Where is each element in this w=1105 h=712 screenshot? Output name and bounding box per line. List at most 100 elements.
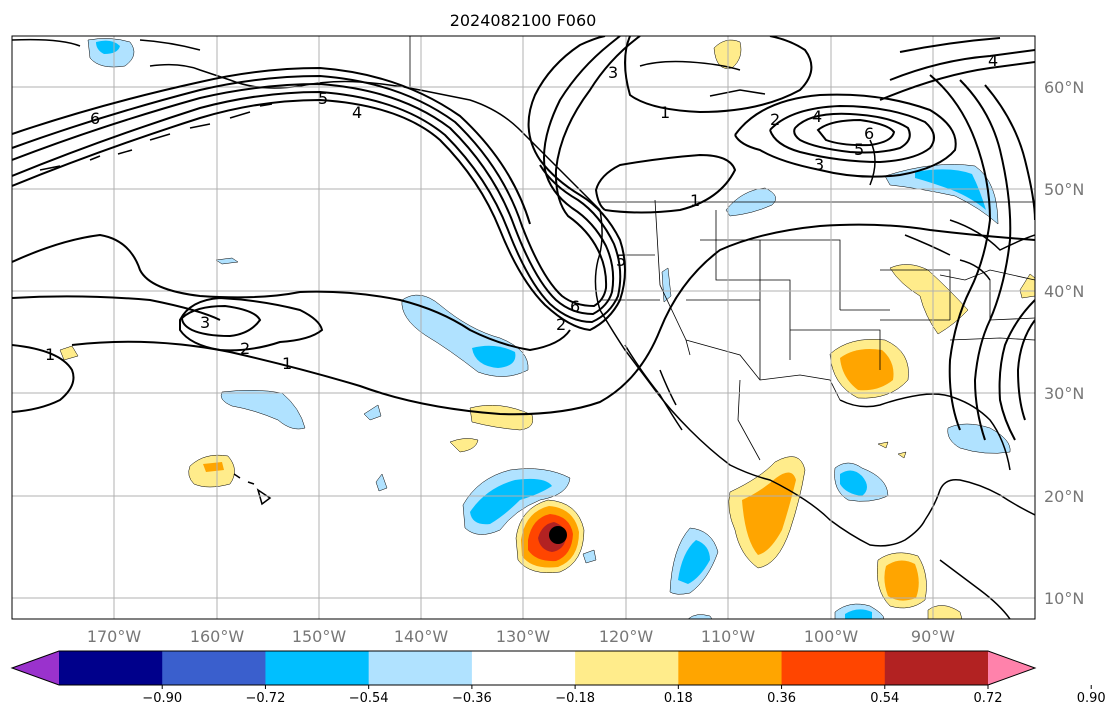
contour-line (984, 84, 1035, 441)
lon-label: 110°W (701, 627, 756, 646)
shade-yellow (897, 451, 907, 459)
contour-label: 1 (660, 103, 670, 122)
shade-light-blue (582, 549, 597, 564)
lon-label: 120°W (599, 627, 654, 646)
lat-label: 50°N (1044, 180, 1084, 199)
shade-yellow (889, 264, 969, 335)
shade-orange (203, 462, 224, 472)
contour-line (929, 74, 992, 431)
contours (12, 36, 1035, 441)
lon-label: 100°W (804, 627, 859, 646)
colorbar-segments (59, 651, 989, 685)
shade-yellow (877, 441, 889, 449)
shade-blue (840, 470, 867, 496)
contour-line (793, 112, 911, 154)
lat-label: 40°N (1044, 282, 1084, 301)
shade-blue (678, 540, 710, 584)
shade-light-blue (375, 473, 388, 492)
shade-yellow (469, 404, 533, 431)
shade-light-blue (215, 257, 239, 265)
longitude-labels: 170°W 160°W 150°W 140°W 130°W 120°W 110°… (87, 627, 955, 646)
contour-label: 5 (854, 140, 864, 159)
contour-label: 1 (690, 191, 700, 210)
lat-label: 60°N (1044, 78, 1084, 97)
colorbar-segment (575, 651, 679, 685)
lat-label: 30°N (1044, 384, 1084, 403)
shade-light-blue (947, 423, 1011, 454)
contour-line (889, 49, 1035, 81)
shade-blue (845, 609, 872, 619)
colorbar-segment (162, 651, 266, 685)
contour-label: 3 (814, 155, 824, 174)
contour-line (1016, 319, 1035, 421)
shade-blue (472, 345, 516, 368)
colorbar-segment (678, 651, 783, 685)
contour-label: 6 (864, 124, 874, 143)
contour-label: 2 (240, 339, 250, 358)
colorbar-tick-label: 0.54 (870, 691, 899, 706)
colorbar-tick-label: 0.18 (664, 691, 693, 706)
contour-line (594, 153, 737, 214)
contour-label: 4 (988, 51, 998, 70)
lon-label: 150°W (292, 627, 347, 646)
contour-labels: 6 5 4 1 2 3 1 2 1 6 5 3 4 2 1 6 5 3 4 (45, 51, 998, 373)
lon-label: 90°W (911, 627, 955, 646)
lat-label: 10°N (1044, 589, 1084, 608)
contour-line (12, 36, 621, 316)
colorbar-tick-labels: −0.90 −0.72 −0.54 −0.36 −0.18 0.18 0.36 0.54 0.7… (142, 691, 1105, 706)
colorbar-tick-label: −0.36 (452, 691, 492, 706)
contour-line (959, 79, 1012, 441)
lon-label: 160°W (190, 627, 245, 646)
colorbar-segment (781, 651, 886, 685)
contour-label: 2 (770, 110, 780, 129)
shade-orange (742, 472, 796, 555)
contour-label: 1 (45, 345, 55, 364)
contour-label: 5 (318, 89, 328, 108)
contour-line (12, 36, 641, 308)
contour-line (12, 36, 626, 332)
contour-label: 6 (90, 109, 100, 128)
contour-line (180, 304, 262, 338)
contour-label: 4 (352, 103, 362, 122)
colorbar-extend-low (12, 651, 59, 685)
contour-label: 1 (282, 354, 292, 373)
colorbar: −0.90 −0.72 −0.54 −0.36 −0.18 0.18 0.36 0.54 0.7… (10, 650, 1105, 706)
contour-line (769, 104, 935, 164)
contour-label: 6 (570, 297, 580, 316)
contour-line (816, 118, 896, 147)
colorbar-extend-high (988, 651, 1035, 685)
contour-line (12, 344, 75, 413)
storm-center-marker (549, 526, 567, 544)
latitude-labels: 60°N 50°N 40°N 30°N 20°N 10°N (1044, 78, 1084, 608)
contour-line (12, 66, 531, 225)
colorbar-tick-label: 0.36 (767, 691, 796, 706)
lon-label: 140°W (394, 627, 449, 646)
colorbar-segment (265, 651, 370, 685)
contour-line (12, 295, 221, 321)
contour-label: 2 (556, 315, 566, 334)
lat-label: 20°N (1044, 487, 1084, 506)
contour-line (12, 233, 571, 352)
shade-orange (884, 560, 919, 601)
colorbar-segment (59, 651, 163, 685)
shade-light-blue (687, 614, 713, 619)
contour-line (734, 93, 957, 178)
contour-label: 3 (200, 313, 210, 332)
contour-line (12, 90, 622, 324)
shade-yellow (449, 438, 479, 453)
shade-yellow (927, 605, 963, 619)
shade-light-blue (220, 390, 306, 430)
shade-light-blue (363, 404, 382, 421)
colorbar-tick-label: 0.90 (1077, 691, 1105, 706)
colorbar-ticks (161, 685, 1092, 689)
shade-yellow (1019, 273, 1035, 299)
colorbar-outline (10, 650, 1037, 686)
contour-line (71, 223, 1035, 416)
contour-line (624, 36, 813, 114)
contour-label: 5 (616, 251, 626, 270)
lon-label: 130°W (496, 627, 551, 646)
shade-blue (470, 478, 552, 525)
contour-line (879, 37, 1035, 101)
colorbar-segment (368, 651, 473, 685)
